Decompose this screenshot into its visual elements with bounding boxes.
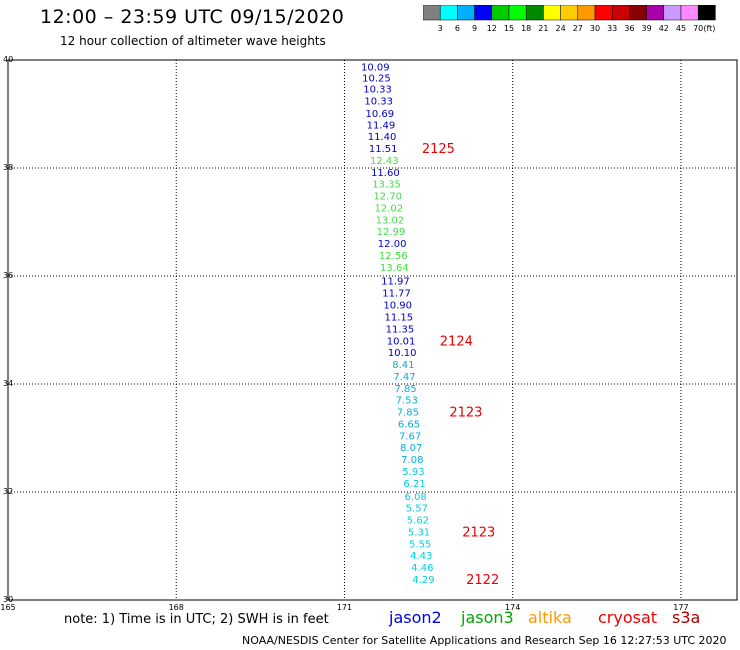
y-tick-label: 40: [3, 55, 14, 64]
color-swatch: [697, 5, 716, 21]
wave-height-label: 10.33: [364, 97, 393, 108]
x-tick-label: 165: [0, 603, 16, 612]
color-scale-label: (ft): [703, 24, 715, 33]
color-scale-label: 15: [504, 24, 514, 33]
wave-height-label: 6.08: [405, 492, 427, 503]
wave-height-label: 4.46: [411, 563, 433, 574]
color-scale-label: 70: [693, 24, 703, 33]
x-tick-label: 171: [336, 603, 353, 612]
color-scale-label: 45: [676, 24, 686, 33]
wave-height-label: 12.00: [378, 239, 407, 250]
wave-height-label: 10.09: [361, 62, 390, 73]
legend-item-cryosat: cryosat: [598, 608, 658, 627]
wave-height-label: 7.85: [397, 408, 419, 419]
y-tick-label: 30: [3, 595, 14, 604]
page-subtitle: 12 hour collection of altimeter wave hei…: [60, 34, 326, 48]
wave-height-label: 4.43: [410, 551, 432, 562]
color-scale-label: 9: [472, 24, 477, 33]
color-scale-label: 24: [556, 24, 566, 33]
wave-height-label: 8.41: [392, 360, 414, 371]
wave-height-label: 10.33: [363, 85, 392, 96]
wave-height-label: 11.97: [381, 276, 410, 287]
color-scale-label: 3: [438, 24, 443, 33]
time-annotation: 2122: [466, 573, 499, 588]
color-scale-label: 18: [521, 24, 531, 33]
wave-height-label: 5.93: [402, 467, 424, 478]
time-annotation: 2125: [422, 142, 455, 157]
color-scale-bar: 3 6 9 12 15 18 21 24 27 30 33 36 39 42 45 70 (ft): [423, 5, 716, 33]
wave-height-label: 11.60: [371, 168, 400, 179]
y-tick-label: 38: [3, 163, 14, 172]
y-tick-label: 32: [3, 487, 14, 496]
wave-height-label: 11.49: [367, 120, 396, 131]
time-annotation: 2123: [462, 525, 495, 540]
color-scale-label: 33: [607, 24, 617, 33]
wave-height-label: 5.55: [409, 539, 431, 550]
time-annotation: 2124: [440, 334, 473, 349]
color-scale-label: 27: [573, 24, 583, 33]
legend-item-altika: altika: [528, 608, 572, 627]
wave-height-label: 7.85: [394, 384, 416, 395]
wave-height-label: 10.90: [383, 301, 412, 312]
time-annotation: 2123: [449, 406, 482, 421]
wave-height-label: 11.15: [385, 313, 414, 324]
wave-height-label: 13.64: [380, 263, 409, 274]
wave-height-label: 11.77: [382, 289, 411, 300]
wave-height-label: 12.43: [370, 156, 399, 167]
y-tick-label: 36: [3, 271, 14, 280]
page-title: 12:00 – 23:59 UTC 09/15/2020: [40, 6, 345, 28]
wave-height-label: 11.51: [369, 144, 398, 155]
wave-height-label: 5.62: [407, 516, 429, 527]
wave-height-label: 10.25: [362, 73, 391, 84]
wave-height-label: 12.99: [377, 227, 406, 238]
wave-height-label: 13.02: [376, 215, 405, 226]
wave-height-label: 10.01: [387, 336, 416, 347]
wave-height-label: 7.08: [401, 455, 423, 466]
footer-credit: NOAA/NESDIS Center for Satellite Applica…: [242, 634, 727, 647]
wave-height-label: 11.35: [386, 324, 415, 335]
wave-height-label: 12.70: [373, 192, 402, 203]
legend-item-jason2: jason2: [389, 608, 442, 627]
color-scale-label: 6: [455, 24, 460, 33]
wave-height-label: 12.56: [379, 251, 408, 262]
x-tick-label: 168: [168, 603, 184, 612]
legend-item-s3a: s3a: [672, 608, 701, 627]
wave-height-label: 11.40: [368, 132, 397, 143]
wave-height-label: 10.69: [365, 109, 394, 120]
wave-height-label: 8.07: [400, 443, 422, 454]
color-scale-label: 21: [538, 24, 548, 33]
color-scale-label: 12: [487, 24, 497, 33]
wave-height-label: 4.29: [412, 575, 434, 586]
color-scale-label: 42: [659, 24, 669, 33]
wave-height-label: 7.47: [393, 372, 415, 383]
color-scale-label: 30: [590, 24, 600, 33]
wave-height-label: 7.67: [399, 431, 421, 442]
legend-item-jason3: jason3: [461, 608, 514, 627]
wave-height-label: 6.21: [403, 479, 425, 490]
color-scale-label: 39: [642, 24, 652, 33]
wave-height-label: 5.57: [406, 504, 428, 515]
wave-height-label: 7.53: [396, 396, 418, 407]
wave-height-label: 6.65: [398, 419, 420, 430]
color-scale-label: 36: [624, 24, 634, 33]
plot-frame: [7, 59, 738, 601]
x-tick-label: 174: [505, 603, 521, 612]
wave-height-label: 12.02: [374, 203, 403, 214]
wave-height-label: 5.31: [408, 527, 430, 538]
units-note: note: 1) Time is in UTC; 2) SWH is in fe…: [64, 612, 329, 627]
wave-height-label: 13.35: [372, 180, 401, 191]
wave-height-label: 10.10: [388, 348, 417, 359]
x-tick-label: 177: [673, 603, 689, 612]
y-tick-label: 34: [3, 379, 14, 388]
